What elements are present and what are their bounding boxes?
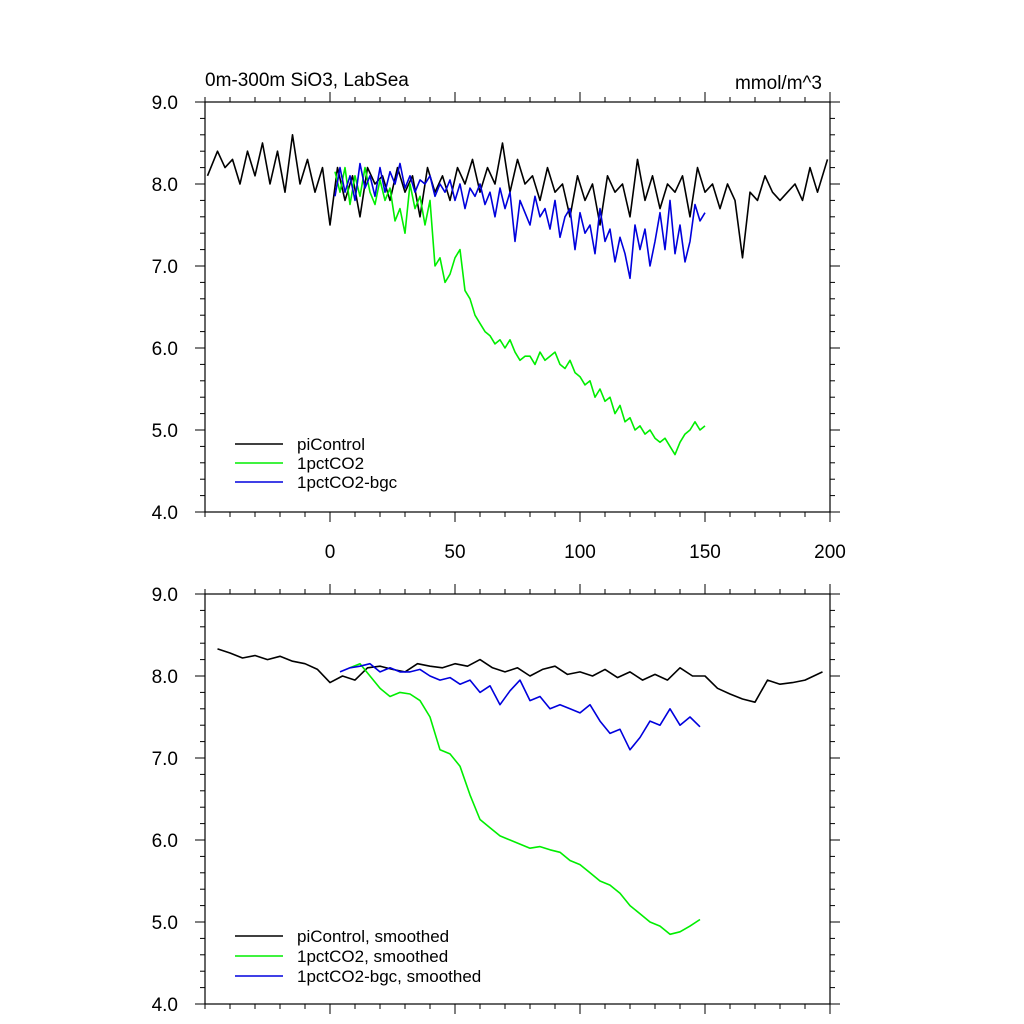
y-tick-label: 4.0 [152,503,178,524]
series-line-1pctco2-bgc-smoothed [339,662,701,751]
x-tick-label: 150 [689,542,721,563]
y-tick-label: 8.0 [152,667,178,688]
x-tick-label: 50 [444,542,465,563]
series-line-picontrol-smoothed [217,648,823,704]
top-panel: 4.0 5.0 6.0 7.0 8.0 9.0 0 50 100 150 200 0m-300m Si… [152,70,846,563]
y-tick-label: 7.0 [152,749,178,770]
legend-label: piControl [297,435,365,454]
y-tick-label: 5.0 [152,421,178,442]
plot-frame [204,593,831,1005]
plot-frame [204,101,831,513]
series-line-picontrol [206,134,829,259]
y-tick-label: 7.0 [152,257,178,278]
y-tick-label: 6.0 [152,339,178,360]
legend-label: 1pctCO2 [297,454,364,473]
chart-title: 0m-300m SiO3, LabSea [205,70,409,91]
units-label: mmol/m^3 [735,73,822,94]
y-tick-label: 8.0 [152,175,178,196]
legend-label: 1pctCO2-bgc, smoothed [297,967,481,986]
legend-label: 1pctCO2, smoothed [297,947,448,966]
y-tick-label: 4.0 [152,995,178,1016]
legend-label: 1pctCO2-bgc [297,473,398,492]
x-tick-label: 100 [564,542,596,563]
series-line-1pctco2-smoothed [349,662,701,936]
x-tick-label: 0 [325,542,336,563]
series-line-1pctco2 [334,166,706,456]
y-tick-label: 5.0 [152,913,178,934]
y-tick-label: 6.0 [152,831,178,852]
legend-label: piControl, smoothed [297,927,449,946]
x-tick-label: 200 [814,542,846,563]
y-tick-label: 9.0 [152,93,178,114]
series-line-1pctco2-bgc [334,162,706,280]
y-tick-label: 9.0 [152,585,178,606]
